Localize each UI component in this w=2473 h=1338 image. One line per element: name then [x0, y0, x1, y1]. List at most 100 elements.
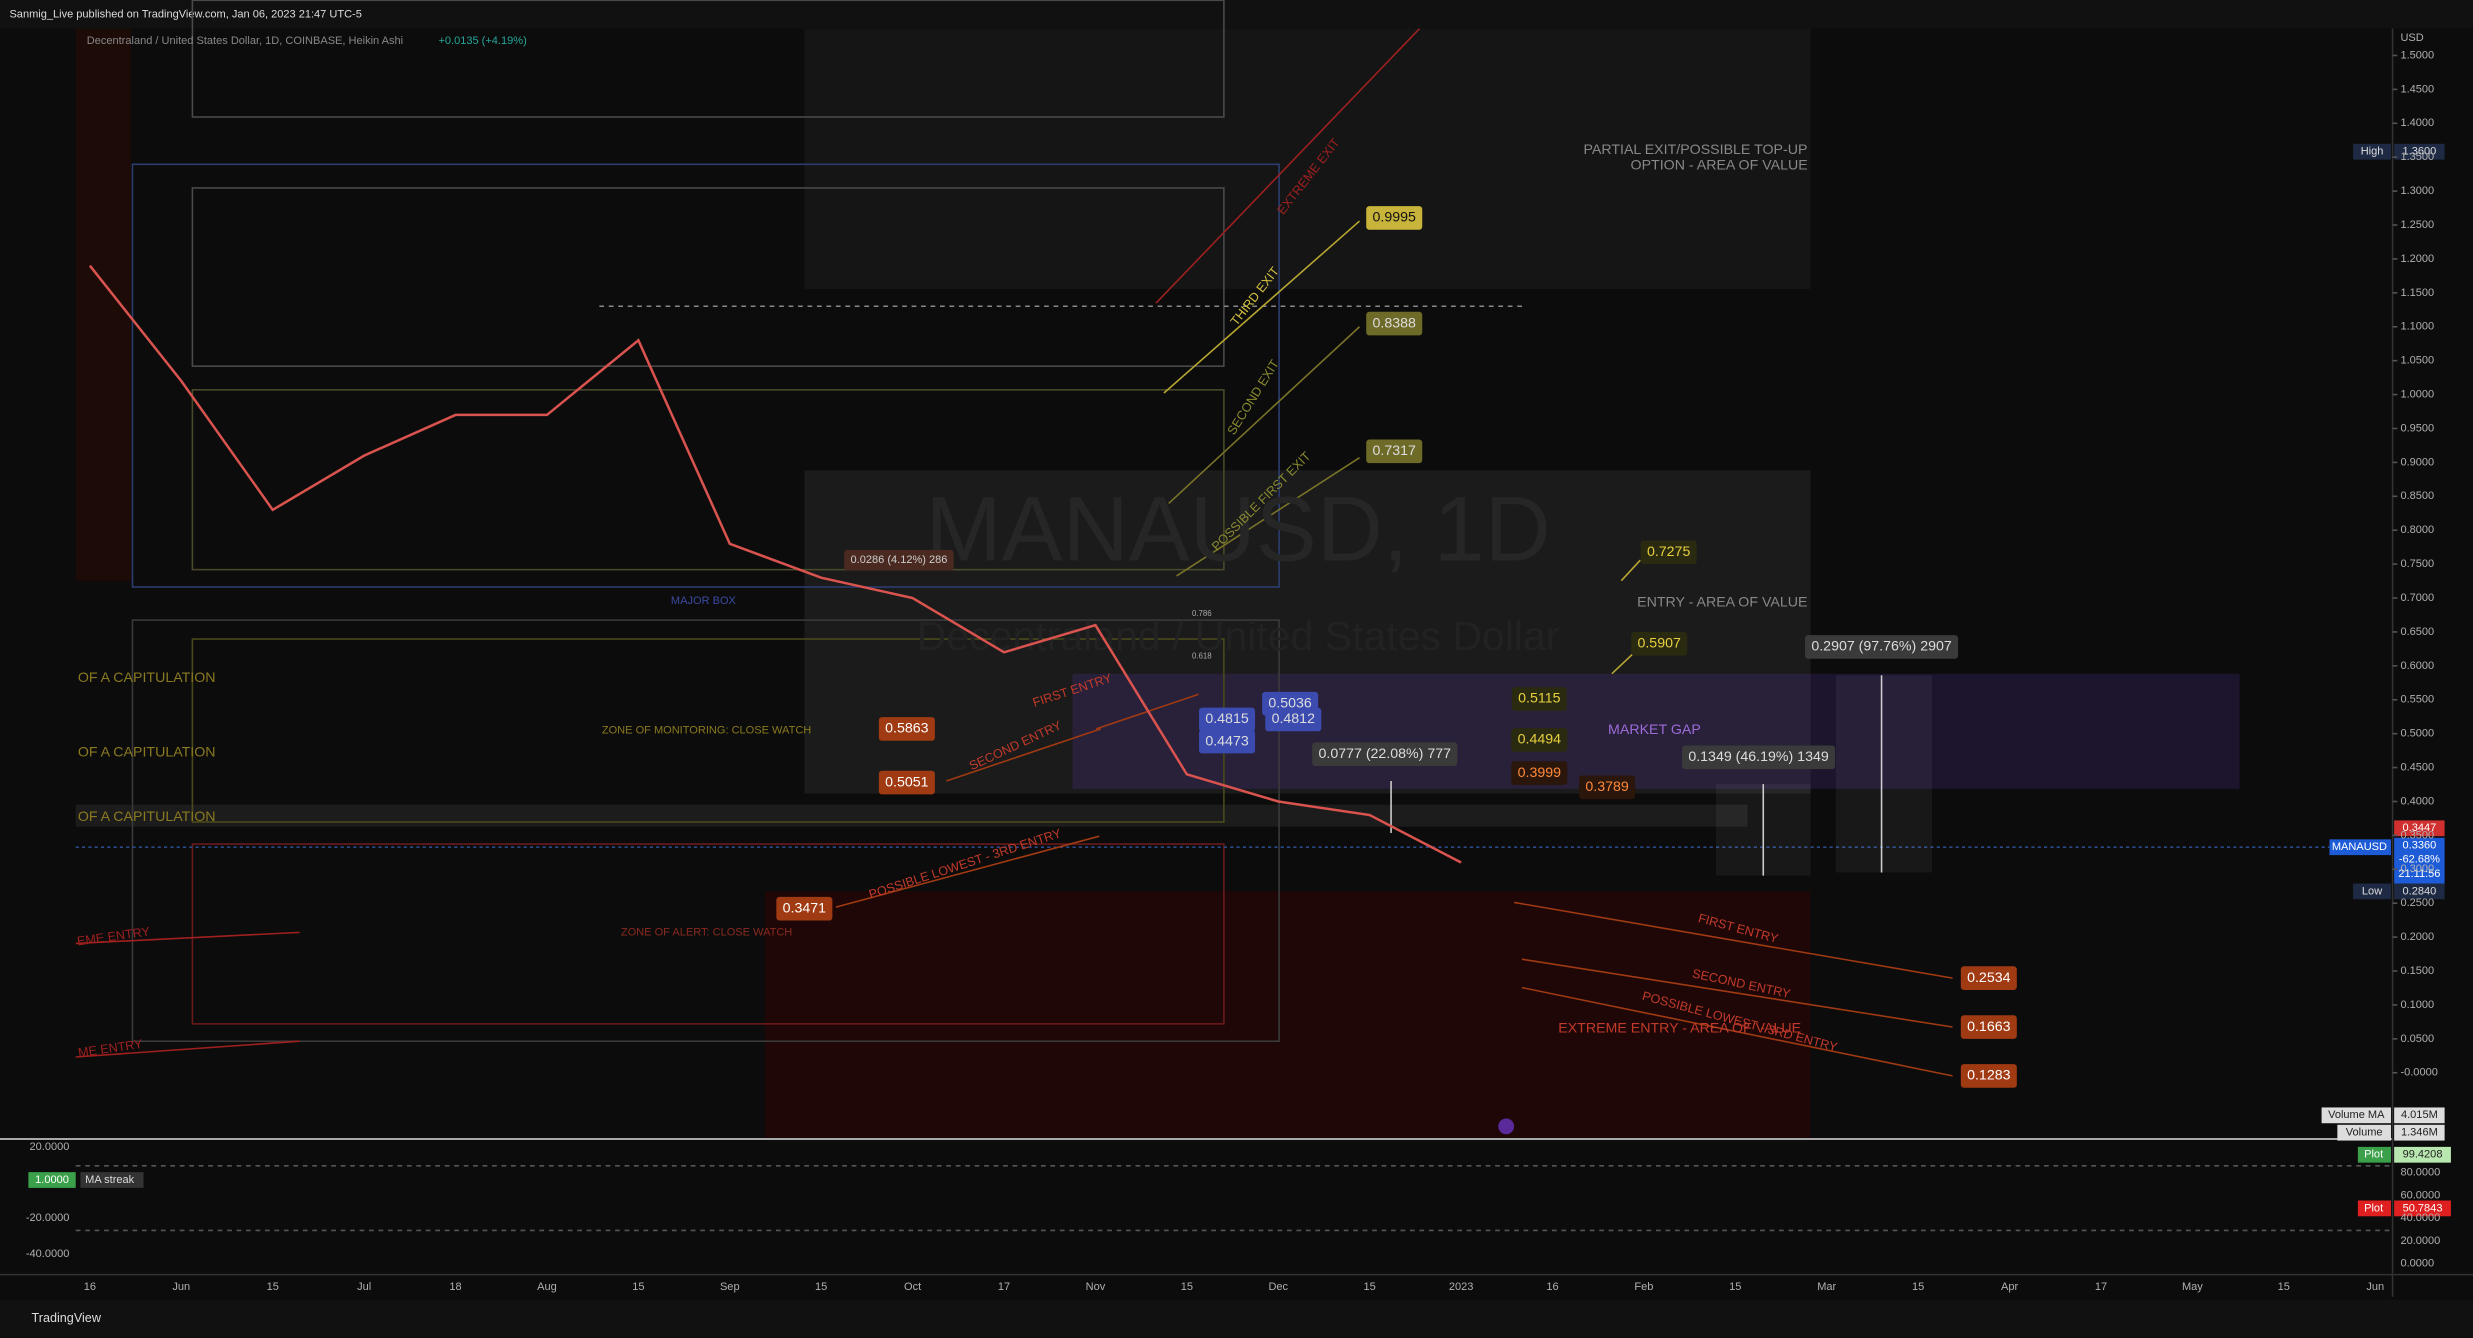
low-label: Low [2362, 885, 2382, 897]
header: Sanmig_Live published on TradingView.com… [9, 8, 361, 20]
trend-line [1620, 559, 1641, 582]
osc-right-tick: 40.0000 [2400, 1212, 2440, 1224]
y-tick-label: 0.2500 [2400, 897, 2434, 909]
y-tick-label: 0.1500 [2400, 965, 2434, 977]
osc-right-tick: 20.0000 [2400, 1235, 2440, 1247]
y-tick-label: 0.6000 [2400, 660, 2434, 672]
zone [75, 804, 1748, 827]
x-tick-label: Nov [1086, 1281, 1106, 1293]
tag [2394, 837, 2445, 884]
price-box-label: 0.0286 (4.12%) 286 [851, 554, 948, 566]
alert-zone [764, 891, 1811, 1138]
volume-ma-label: Volume MA [2328, 1109, 2385, 1121]
price-box-label: 0.8388 [1373, 315, 1417, 331]
price-box [1366, 206, 1423, 230]
price-box-label: 0.5115 [1518, 691, 1560, 707]
tag [2337, 1124, 2391, 1141]
legend-change: +0.0135 (+4.19%) [438, 35, 526, 47]
tag [2321, 1107, 2391, 1124]
price-box [1960, 966, 2017, 990]
price-box-label: 0.9995 [1373, 210, 1417, 226]
trend-line [75, 1040, 300, 1058]
price-box [1631, 631, 1688, 656]
x-tick-label: Sep [720, 1281, 740, 1293]
x-tick-label: 15 [2278, 1281, 2290, 1293]
streak-label: MA streak [85, 1174, 135, 1186]
header-bar [0, 0, 2473, 29]
x-tick-label: 17 [2095, 1281, 2107, 1293]
trend-line [1521, 986, 1953, 1077]
tag [28, 1172, 76, 1188]
x-tick-label: Feb [1634, 1281, 1653, 1293]
osc-left-tick: -20.0000 [26, 1212, 70, 1224]
y-tick-label: 0.8500 [2400, 490, 2434, 502]
x-tick-label: 17 [998, 1281, 1010, 1293]
event-icon[interactable] [1498, 1118, 1515, 1135]
x-tick-label: 15 [632, 1281, 644, 1293]
price-box-label: 0.2534 [1967, 970, 2011, 986]
price-box [878, 770, 935, 795]
y-tick-label: 1.1000 [2400, 321, 2434, 333]
trend-line [75, 931, 300, 945]
price-box [1511, 728, 1568, 752]
tag [2394, 1107, 2445, 1124]
y-tick-label: 0.8000 [2400, 524, 2434, 536]
plot-label: Plot [2364, 1202, 2383, 1214]
price-box-label: 0.5051 [885, 774, 929, 790]
x-tick-label: 18 [449, 1281, 461, 1293]
trend-line [1521, 958, 1953, 1028]
trend-line [946, 728, 1102, 782]
legend-symbol: Decentraland / United States Dollar, 1D,… [87, 35, 403, 47]
price-box [1199, 729, 1256, 754]
y-tick-label: 1.3000 [2400, 185, 2434, 197]
y-tick-label: 0.2000 [2400, 931, 2434, 943]
box [191, 187, 1225, 367]
tag [2357, 1146, 2391, 1163]
tag [2394, 1124, 2445, 1141]
last-value: 0.3447 [2403, 822, 2437, 834]
osc-right-tick: 60.0000 [2400, 1189, 2440, 1201]
x-tick-label: Jun [172, 1281, 190, 1293]
annotation: MAJOR BOX [671, 595, 737, 607]
price-box-label: 0.5863 [885, 721, 929, 737]
box [191, 0, 1225, 118]
tag [2357, 1200, 2391, 1217]
x-tick-label: Mar [1817, 1281, 1836, 1293]
price-box-label: 0.4815 [1205, 711, 1249, 727]
annotation: EXTREME ENTRY - AREA OF VALUE [1558, 1020, 1801, 1036]
price-line [88, 264, 1462, 864]
low-value: 0.2840 [2403, 885, 2437, 897]
price-box [1511, 761, 1568, 785]
osc-right-tick: 80.0000 [2400, 1167, 2440, 1179]
price-box [1199, 707, 1256, 732]
alert-box [191, 843, 1225, 1025]
price-box [1960, 1064, 2017, 1088]
watermark-ticker: MANAUSD, 1D [925, 479, 1550, 581]
footer: TradingView [32, 1311, 102, 1325]
x-tick-label: 15 [815, 1281, 827, 1293]
y-tick-label: 0.3500 [2400, 829, 2434, 841]
y-tick-label: 0.5000 [2400, 728, 2434, 740]
annotation: OF A CAPITULATION [78, 744, 216, 760]
y-tick-label: 0.1000 [2400, 999, 2434, 1011]
volume-ma: 4.015M [2401, 1109, 2438, 1121]
trend-line [1176, 456, 1360, 577]
x-tick-label: Dec [1268, 1281, 1288, 1293]
tag [2353, 143, 2391, 160]
x-tick-label: 2023 [1449, 1281, 1474, 1293]
annotation: ENTRY - AREA OF VALUE [1637, 595, 1807, 611]
price-box [1366, 439, 1423, 464]
symbol-tag: MANAUSD [2332, 841, 2387, 853]
x-tick-label: Jun [2366, 1281, 2384, 1293]
price-box-label: 0.5907 [1637, 636, 1681, 652]
y-tick-label: 1.2500 [2400, 219, 2434, 231]
price-box-label: 0.4473 [1205, 733, 1249, 749]
y-tick-label: 0.3000 [2400, 863, 2434, 875]
volume-label: Volume [2346, 1127, 2383, 1139]
price-change: -62.68% [2399, 854, 2440, 866]
tag [2394, 1146, 2451, 1163]
price-box-label: 0.3471 [783, 900, 827, 916]
price-box-label: 0.2907 (97.76%) 2907 [1811, 639, 1952, 655]
y-tick-label: 1.0500 [2400, 355, 2434, 367]
